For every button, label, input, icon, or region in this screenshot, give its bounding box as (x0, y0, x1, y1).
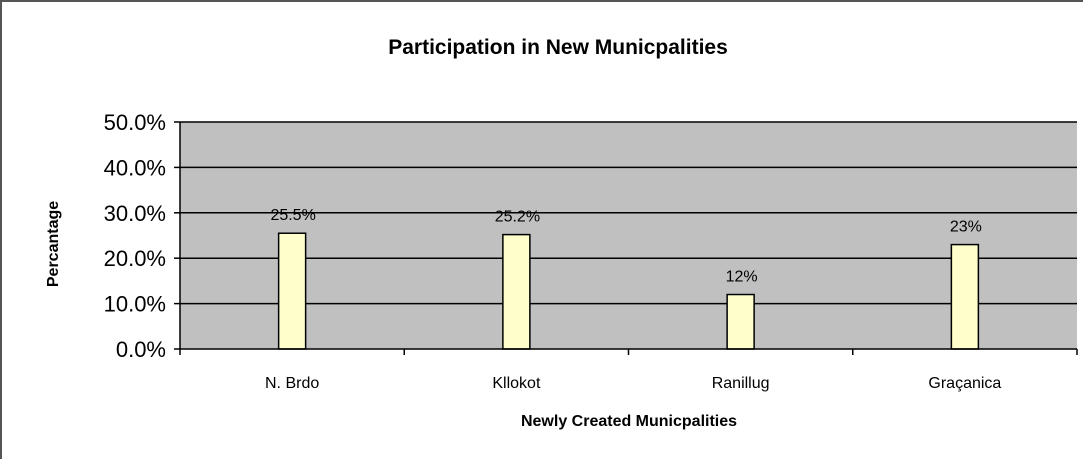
bar (502, 233, 531, 350)
y-axis-title: Percantage (45, 201, 62, 287)
bar (726, 293, 755, 350)
data-label: 25.2% (495, 209, 540, 226)
chart-title: Participation in New Municpalities (388, 36, 728, 59)
y-tick-label: 10.0% (104, 292, 166, 317)
y-tick-label: 20.0% (104, 246, 166, 271)
data-label: 25.5% (270, 207, 315, 224)
data-label: 12% (726, 269, 758, 286)
y-tick-labels: 0.0% 10.0% 20.0% 30.0% 40.0% 50.0% (104, 110, 166, 362)
x-tick-label: N. Brdo (265, 375, 319, 392)
bar (277, 232, 307, 350)
plot-area (180, 122, 1077, 349)
x-axis-title: Newly Created Municpalities (521, 413, 737, 430)
x-tick-label: Graçanica (928, 375, 1001, 392)
axes (174, 121, 1078, 355)
x-tick-labels: N. Brdo Kllokot Ranillug Graçanica (265, 375, 1001, 392)
y-tick-label: 0.0% (116, 337, 166, 362)
x-tick-label: Kllokot (492, 375, 541, 392)
data-label: 23% (950, 219, 982, 236)
gridlines (180, 121, 1077, 305)
y-tick-label: 40.0% (104, 155, 166, 180)
y-tick-label: 50.0% (104, 110, 166, 135)
x-tick-label: Ranillug (712, 375, 770, 392)
bar (950, 243, 980, 350)
data-labels: 25.5% 25.2% 12% 23% (270, 207, 981, 285)
y-tick-label: 30.0% (104, 201, 166, 226)
